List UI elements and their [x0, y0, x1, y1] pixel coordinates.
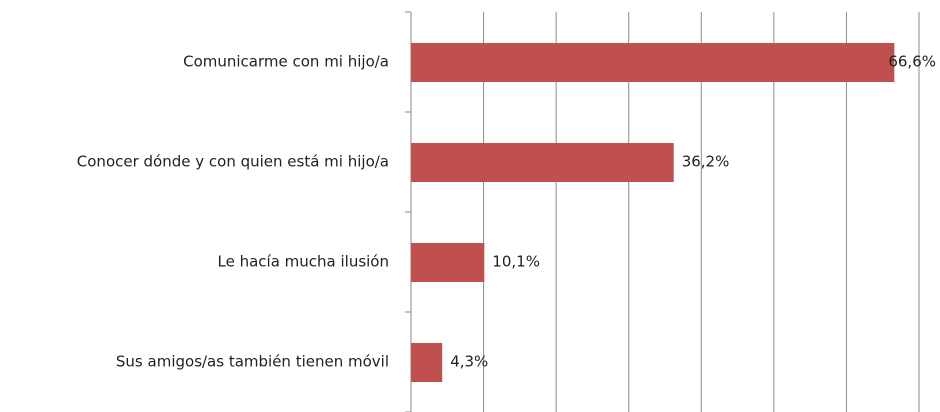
category-label: Le hacía mucha ilusión: [217, 253, 389, 271]
value-label: 4,3%: [450, 353, 488, 371]
value-label: 36,2%: [682, 153, 730, 171]
bar: [411, 43, 895, 82]
value-label: 66,6%: [888, 53, 936, 71]
category-label: Comunicarme con mi hijo/a: [183, 53, 389, 71]
value-label: 10,1%: [492, 253, 540, 271]
bar: [411, 243, 485, 282]
category-label: Sus amigos/as también tienen móvil: [116, 353, 389, 371]
bar: [411, 343, 443, 382]
category-label: Conocer dónde y con quien está mi hijo/a: [77, 153, 389, 171]
bar: [411, 143, 674, 182]
